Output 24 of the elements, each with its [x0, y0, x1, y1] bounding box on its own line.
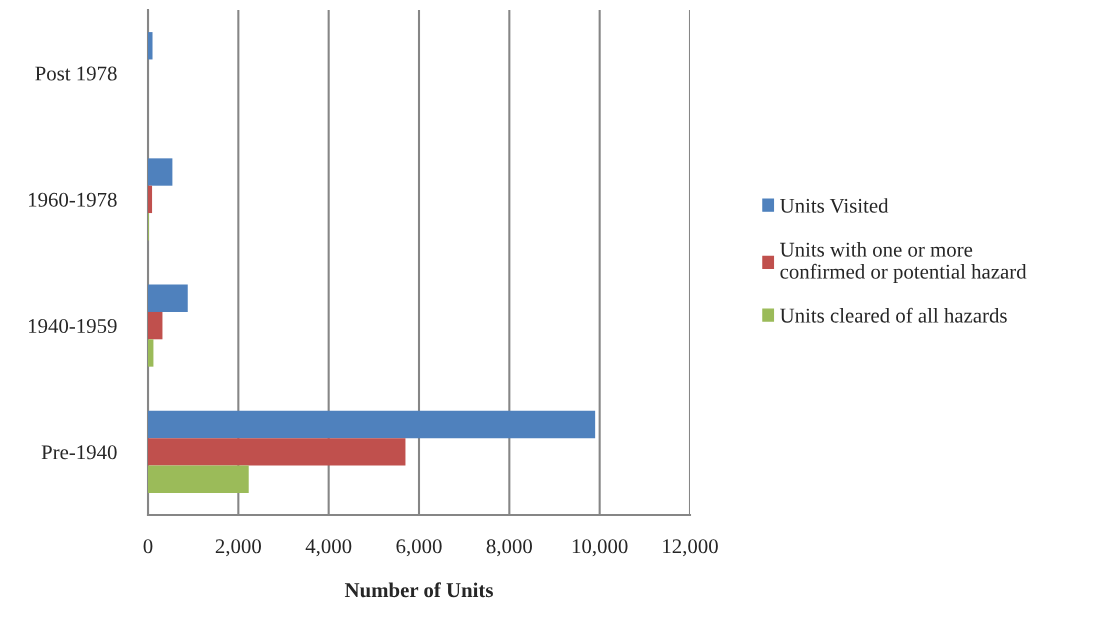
- bar: [148, 185, 153, 214]
- legend-label: Units cleared of all hazards: [780, 307, 1007, 323]
- y-tick-label: 1960-1978: [29, 192, 117, 207]
- legend-label: Units with one or more confirmed or potential hazard: [780, 242, 1027, 283]
- bar: [148, 284, 188, 312]
- bar: [148, 438, 406, 466]
- x-tick-label: 6,000: [396, 539, 442, 557]
- x-tick-label: 4,000: [305, 539, 352, 557]
- x-tick-label: 2,000: [215, 539, 261, 557]
- x-axis-title: Number of Units: [344, 582, 493, 598]
- bar: [148, 158, 173, 186]
- x-tick-label: 12,000: [663, 539, 718, 557]
- bar: [148, 32, 153, 60]
- bar: [148, 339, 154, 367]
- bar: [148, 465, 249, 493]
- legend-label: Units Visited: [780, 198, 889, 213]
- bar: [148, 311, 163, 340]
- x-tick-label: 10,000: [572, 539, 628, 557]
- y-tick-label: 1940-1959: [29, 319, 117, 334]
- bar: [148, 410, 596, 439]
- x-tick-label: 0: [143, 539, 153, 554]
- y-tick-label: Post 1978: [35, 66, 117, 81]
- y-tick-label: Pre-1940: [41, 445, 117, 460]
- x-tick-label: 8,000: [486, 539, 532, 557]
